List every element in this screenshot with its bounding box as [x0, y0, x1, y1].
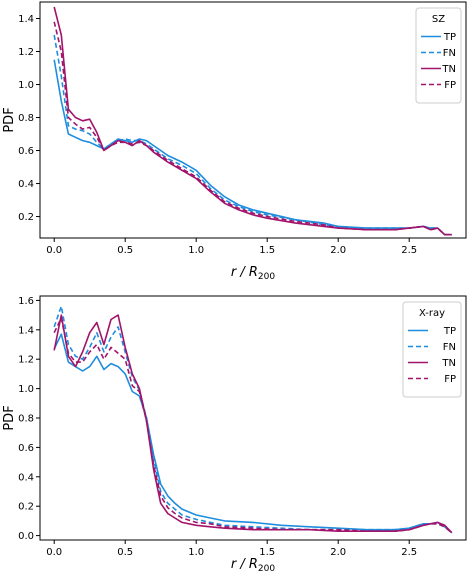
xray-x-tick-label: 0.5	[117, 547, 133, 558]
sz-x-tick-label: 2.0	[330, 245, 346, 256]
xray-y-axis-label: PDF	[2, 405, 17, 430]
xray-series-fn-line	[53, 305, 453, 534]
sz-y-tick-label: 0.2	[18, 212, 34, 223]
sz-axis-ticks: 0.0 0.5 1.0 1.5 2.0 2.5 0.2 0.4 0.6 0.8 1.0 1.2 1.4	[18, 14, 417, 256]
sz-x-axis-label-sub: 200	[258, 272, 275, 282]
xray-series-fp-line	[53, 317, 453, 534]
xray-legend-label-tp: TP	[443, 326, 456, 337]
sz-series-fn-line	[53, 34, 452, 236]
sz-x-tick-label: 0.5	[117, 245, 133, 256]
xray-x-tick-label: 0.0	[46, 547, 62, 558]
xray-x-axis-label-sub: 200	[258, 564, 275, 573]
sz-y-tick-label: 0.4	[18, 179, 34, 190]
xray-y-tick-label: 0.4	[18, 472, 34, 483]
xray-series-group	[53, 305, 453, 534]
xray-y-tick-label: 0.8	[18, 414, 34, 425]
xray-legend: X-ray TP FN TN FP	[402, 301, 462, 398]
sz-x-tick-label: 1.0	[188, 245, 204, 256]
xray-panel: 0.0 0.5 1.0 1.5 2.0 2.5 0.0 0.2 0.4 0.6 0.8 1.0 1.2 1…	[2, 295, 467, 574]
sz-y-tick-label: 1.2	[18, 47, 34, 58]
xray-x-tick-label: 2.0	[330, 547, 346, 558]
sz-y-tick-label: 1.0	[18, 80, 34, 91]
xray-y-tick-label: 1.6	[18, 296, 34, 307]
sz-x-tick-label: 1.5	[259, 245, 275, 256]
sz-y-axis-label: PDF	[2, 107, 17, 132]
xray-legend-label-fp: FP	[444, 374, 456, 385]
xray-y-tick-label: 0.6	[18, 443, 34, 454]
sz-legend-label-tn: TN	[441, 64, 456, 75]
sz-series-tp-line	[53, 59, 452, 236]
xray-legend-title: X-ray	[419, 308, 445, 319]
sz-y-tick-label: 0.6	[18, 146, 34, 157]
sz-legend-label-fn: FN	[443, 48, 456, 59]
xray-legend-label-fn: FN	[443, 342, 456, 353]
xray-legend-label-tn: TN	[441, 358, 456, 369]
xray-x-tick-label: 1.5	[259, 547, 275, 558]
xray-y-tick-label: 1.2	[18, 355, 34, 366]
sz-x-axis-label-main: r / R	[231, 265, 258, 280]
sz-series-tn-line	[53, 6, 452, 236]
sz-series-fp-line	[53, 21, 452, 236]
xray-x-tick-label: 1.0	[188, 547, 204, 558]
xray-y-tick-label: 1.4	[18, 325, 34, 336]
sz-legend: SZ TP FN TN FP	[415, 7, 462, 104]
xray-x-tick-label: 2.5	[401, 547, 417, 558]
xray-y-tick-label: 1.0	[18, 384, 34, 395]
xray-plot-frame	[39, 295, 467, 541]
sz-y-tick-label: 0.8	[18, 113, 34, 124]
sz-legend-label-fp: FP	[444, 80, 456, 91]
sz-plot-frame	[39, 1, 467, 239]
sz-y-tick-label: 1.4	[18, 14, 34, 25]
xray-legend-box	[402, 301, 462, 398]
xray-x-axis-label-main: r / R	[231, 557, 258, 572]
xray-y-tick-label: 0.2	[18, 502, 34, 513]
sz-legend-box	[415, 7, 462, 104]
xray-x-axis-label: r / R200	[231, 557, 275, 573]
sz-legend-title: SZ	[432, 14, 445, 25]
sz-legend-label-tp: TP	[443, 32, 456, 43]
sz-series-group	[53, 6, 452, 236]
xray-series-tn-line	[53, 314, 453, 534]
sz-panel: 0.0 0.5 1.0 1.5 2.0 2.50.20.40.60.81.01.21.4 …	[2, 1, 467, 282]
xray-series-tp-line	[53, 333, 453, 534]
xray-y-tick-label: 0.0	[18, 531, 34, 542]
sz-x-axis-label: r / R200	[231, 265, 275, 282]
xray-axis-ticks: 0.0 0.5 1.0 1.5 2.0 2.5 0.0 0.2 0.4 0.6 0.8 1.0 1.2 1…	[18, 296, 417, 558]
sz-x-tick-label: 0.0	[46, 245, 62, 256]
sz-x-tick-label: 2.5	[401, 245, 417, 256]
